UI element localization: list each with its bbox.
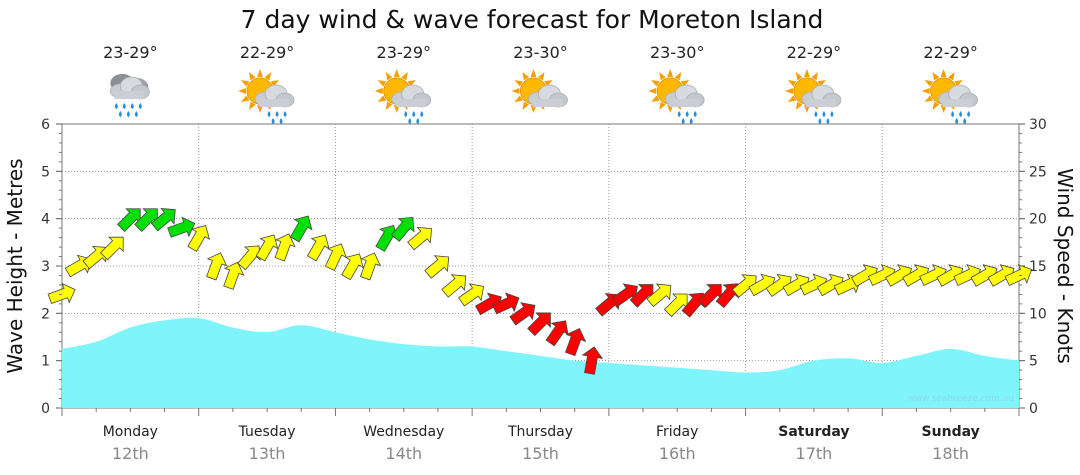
wind-arrow [441, 274, 467, 298]
wind-arrow [306, 234, 330, 262]
wind-arrow [509, 302, 536, 326]
day-date: 15th [522, 444, 559, 463]
day-temperature: 22-29° [787, 43, 842, 62]
sun-showers-icon [238, 69, 295, 124]
day-temperature: 22-29° [240, 43, 295, 62]
day-date: 16th [659, 444, 696, 463]
day-name: Saturday [778, 424, 849, 440]
left-axis-title: Wave Height - Metres [3, 158, 27, 373]
wind-arrow [565, 328, 587, 357]
right-tick-label: 5 [1029, 354, 1038, 370]
day-label-row: Monday 12th Tuesday 13th Wednesday 14th Thursd… [103, 424, 980, 463]
wind-arrow [458, 283, 485, 307]
credit-text: www.seabreeze.com.au [907, 394, 1014, 404]
day-date: 12th [112, 444, 149, 463]
day-name: Sunday [922, 424, 980, 440]
sun-showers-icon [648, 69, 705, 124]
day-name: Tuesday [238, 424, 296, 440]
left-tick-label: 1 [41, 354, 50, 370]
rain-icon [109, 74, 150, 117]
right-tick-label: 15 [1029, 259, 1047, 275]
day-name: Wednesday [363, 424, 444, 440]
right-tick-label: 30 [1029, 117, 1047, 133]
left-axis-ticks: 0 1 2 3 4 5 6 [41, 117, 62, 417]
wind-arrow [274, 233, 296, 262]
wind-arrow [117, 208, 141, 232]
right-axis-ticks: 0 5 10 15 20 25 30 [1019, 117, 1047, 417]
wind-arrow [646, 283, 672, 308]
chart-title: 7 day wind & wave forecast for Moreton I… [241, 5, 824, 34]
wind-arrow [359, 252, 382, 281]
right-tick-label: 25 [1029, 164, 1047, 180]
wind-arrow [391, 216, 415, 242]
wind-arrow-series [47, 207, 1033, 375]
left-tick-label: 4 [41, 212, 50, 228]
partly-cloudy-icon [511, 69, 568, 113]
wind-arrow [47, 282, 76, 305]
temperature-row: 23-29° 22-29° 23-29° 23-30° 23-30° 22-29° 22-2… [103, 43, 978, 62]
sun-showers-icon [374, 69, 432, 124]
wind-arrow [289, 215, 313, 243]
wind-arrow [407, 226, 433, 251]
x-axis-minor-ticks [61, 408, 1020, 416]
wind-arrow [1004, 264, 1033, 287]
wind-arrow [527, 312, 551, 337]
weather-icon-row [109, 69, 979, 124]
wave-height-area [62, 317, 1019, 408]
wind-arrow [663, 293, 688, 318]
right-tick-label: 0 [1029, 401, 1038, 417]
day-temperature: 23-30° [650, 43, 705, 62]
wind-arrow [167, 216, 196, 238]
wind-arrow [611, 283, 638, 307]
wind-arrow [629, 284, 654, 308]
wind-arrow [581, 346, 604, 375]
wind-arrow [324, 243, 347, 271]
day-date: 14th [385, 444, 422, 463]
wind-arrow [223, 261, 245, 290]
day-date: 17th [796, 444, 833, 463]
right-tick-label: 10 [1029, 306, 1047, 322]
day-date: 13th [249, 444, 286, 463]
day-temperature: 23-29° [103, 43, 158, 62]
wind-arrow [341, 253, 364, 281]
wind-arrow [255, 234, 279, 262]
sun-showers-icon [921, 69, 979, 124]
left-tick-label: 5 [41, 164, 50, 180]
left-tick-label: 2 [41, 306, 50, 322]
day-name: Friday [656, 424, 698, 440]
left-tick-label: 3 [41, 259, 50, 275]
day-date: 18th [932, 444, 969, 463]
day-temperature: 23-29° [377, 43, 432, 62]
wind-arrow [545, 320, 569, 347]
left-tick-label: 0 [41, 401, 50, 417]
wind-arrow [424, 255, 450, 279]
wind-arrow [150, 207, 176, 232]
right-axis-title: Wind Speed - Knots [1053, 168, 1077, 364]
wind-arrow [698, 284, 722, 308]
wind-arrow [134, 208, 158, 232]
day-name: Thursday [507, 424, 573, 440]
wind-arrow [99, 236, 124, 261]
wind-arrow [187, 224, 211, 252]
left-tick-label: 6 [41, 117, 50, 133]
wind-arrow [206, 252, 228, 281]
right-tick-label: 20 [1029, 212, 1047, 228]
day-temperature: 23-30° [513, 43, 568, 62]
wind-arrow [491, 292, 520, 315]
day-temperature: 22-29° [923, 43, 978, 62]
day-name: Monday [103, 424, 158, 440]
sun-showers-icon [784, 69, 842, 124]
plot-area: www.seabreeze.com.au [47, 123, 1033, 409]
